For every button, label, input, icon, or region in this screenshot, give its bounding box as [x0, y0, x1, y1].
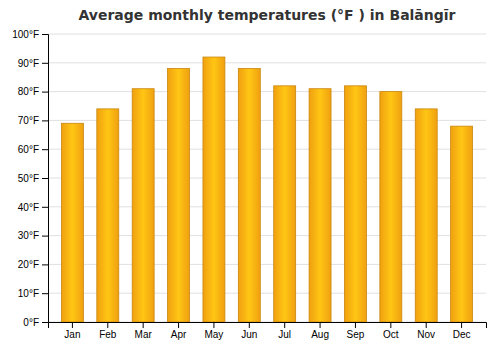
y-tick: 0°F — [23, 317, 48, 328]
y-tick-mark — [42, 236, 48, 237]
x-tick-mark — [72, 322, 73, 328]
x-tick: Jan — [64, 322, 80, 340]
y-tick: 60°F — [18, 144, 48, 155]
y-tick-mark — [42, 92, 48, 93]
bar — [238, 69, 260, 322]
x-tick-mark — [390, 322, 391, 328]
y-tick: 90°F — [18, 58, 48, 69]
x-tick-label: May — [204, 329, 223, 340]
x-tick-mark — [107, 322, 108, 328]
y-tick-label: 20°F — [18, 259, 39, 270]
bar — [380, 92, 402, 322]
grid-line — [48, 62, 486, 63]
x-tick: Jul — [278, 322, 291, 340]
bar — [415, 109, 437, 322]
x-tick: Jun — [241, 322, 257, 340]
y-tick: 20°F — [18, 259, 48, 270]
y-tick: 100°F — [12, 29, 48, 40]
bar — [132, 89, 154, 322]
y-tick-label: 10°F — [18, 288, 39, 299]
bar — [309, 89, 331, 322]
x-tick: Feb — [99, 322, 117, 340]
grid-line — [48, 34, 486, 35]
x-tick-mark — [320, 322, 321, 328]
y-tick-label: 0°F — [23, 317, 39, 328]
x-tick-label: Jan — [64, 329, 80, 340]
bars — [61, 57, 472, 322]
y-tick-label: 60°F — [18, 144, 39, 155]
grid — [48, 34, 486, 322]
y-tick-label: 40°F — [18, 202, 39, 213]
x-tick-label: Feb — [99, 329, 117, 340]
y-tick: 40°F — [18, 202, 48, 213]
bar — [168, 69, 190, 322]
y-tick: 30°F — [18, 230, 48, 241]
y-tick-mark — [42, 120, 48, 121]
y-tick-mark — [42, 63, 48, 64]
y-tick-label: 50°F — [18, 173, 39, 184]
x-tick: Aug — [311, 322, 329, 340]
bar — [451, 126, 473, 322]
y-tick-label: 70°F — [18, 115, 39, 126]
x-tick-mark — [178, 322, 179, 328]
y-axis-line — [42, 35, 49, 323]
chart: 0°F 10°F 20°F 30°F 40°F 50°F 60°F 70°F 80°F 90°F 1… — [0, 0, 500, 350]
y-tick-label: 100°F — [12, 29, 39, 40]
y-tick-mark — [42, 264, 48, 265]
bar — [344, 86, 366, 322]
x-tick-mark — [355, 322, 356, 328]
y-tick-label: 80°F — [18, 86, 39, 97]
x-tick: Oct — [383, 322, 399, 340]
y-tick: 10°F — [18, 288, 48, 299]
x-tick: Sep — [347, 322, 365, 340]
y-tick-mark — [42, 34, 48, 35]
y-axis: 0°F 10°F 20°F 30°F 40°F 50°F 60°F 70°F 80°F 90°F 1… — [12, 29, 48, 328]
x-tick-label: Sep — [347, 329, 365, 340]
x-tick-mark — [249, 322, 250, 328]
y-tick-mark — [42, 178, 48, 179]
x-tick-label: Nov — [417, 329, 435, 340]
x-tick: May — [204, 322, 223, 340]
x-tick-label: Oct — [383, 329, 399, 340]
x-tick-label: Jun — [241, 329, 257, 340]
y-tick-mark — [42, 293, 48, 294]
grid-line — [48, 91, 486, 92]
x-tick-label: Mar — [135, 329, 153, 340]
x-tick-label: Dec — [453, 329, 471, 340]
x-tick-label: Jul — [278, 329, 291, 340]
x-axis-line — [49, 323, 487, 329]
x-tick-mark — [284, 322, 285, 328]
bar — [274, 86, 296, 322]
bar — [61, 123, 83, 322]
x-tick: Dec — [453, 322, 471, 340]
bar — [97, 109, 119, 322]
y-tick-mark — [42, 207, 48, 208]
x-tick-mark — [143, 322, 144, 328]
bar — [203, 57, 225, 322]
y-tick-label: 90°F — [18, 58, 39, 69]
x-tick: Apr — [171, 322, 187, 340]
title: Average monthly temperatures (°F ) in Ba… — [78, 7, 455, 23]
x-tick-mark — [426, 322, 427, 328]
y-tick-mark — [42, 149, 48, 150]
plot: 0°F 10°F 20°F 30°F 40°F 50°F 60°F 70°F 80°F 90°F 1… — [12, 29, 486, 340]
x-axis: Jan Feb Mar Apr May Jun Jul Aug Sep Oct Nov Dec — [49, 322, 487, 340]
x-tick-label: Aug — [311, 329, 329, 340]
y-tick-mark — [42, 322, 48, 323]
y-tick: 50°F — [18, 173, 48, 184]
y-tick-label: 30°F — [18, 230, 39, 241]
x-tick-mark — [213, 322, 214, 328]
y-tick: 80°F — [18, 86, 48, 97]
x-tick: Mar — [135, 322, 153, 340]
y-tick: 70°F — [18, 115, 48, 126]
x-tick-label: Apr — [171, 329, 187, 340]
x-tick-mark — [461, 322, 462, 328]
x-tick: Nov — [417, 322, 435, 340]
